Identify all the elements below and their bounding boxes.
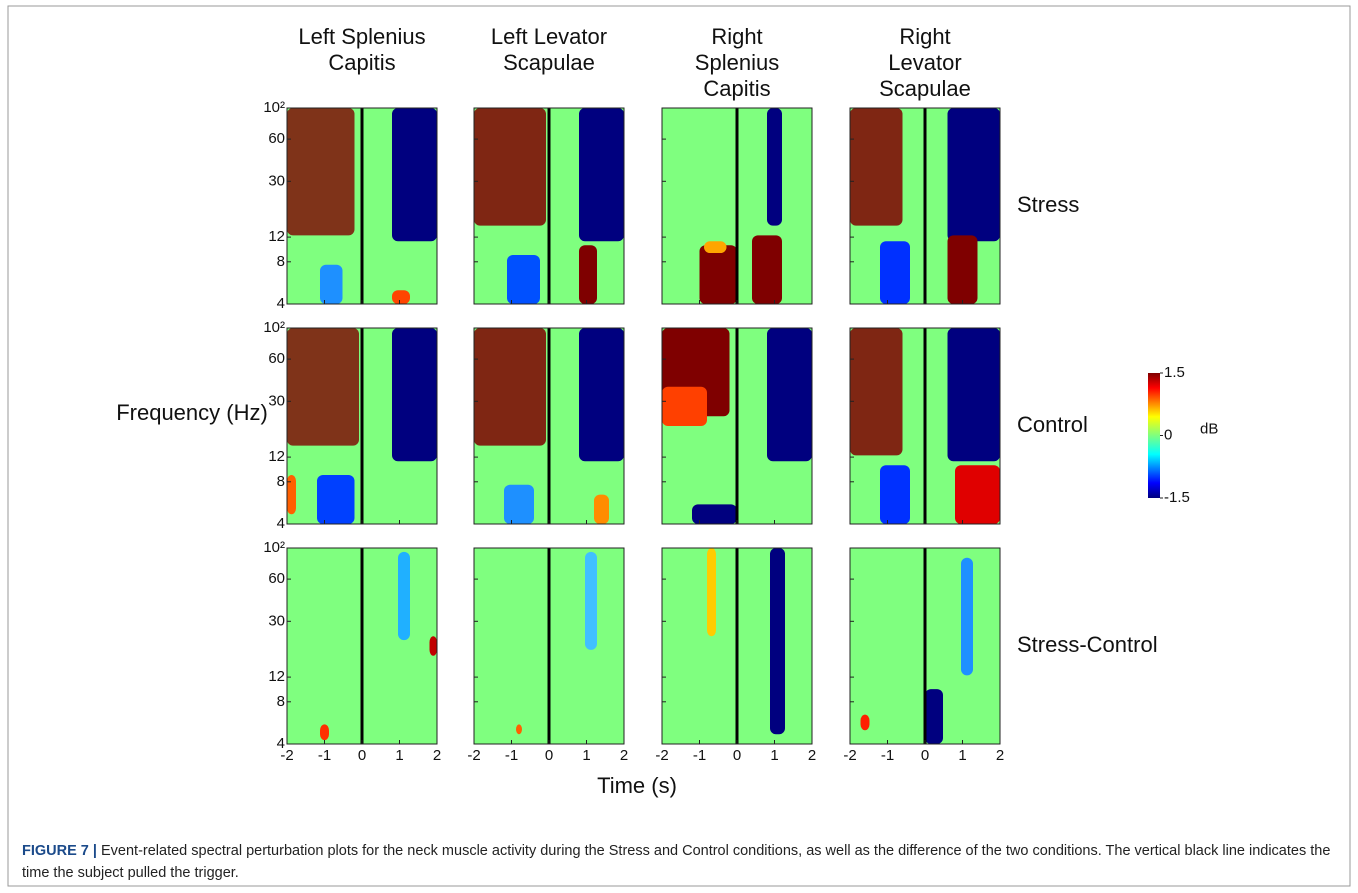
heatmap-region [707, 548, 716, 636]
x-tick-label: -1 [693, 747, 706, 764]
y-tick-label: 12 [268, 448, 285, 465]
y-tick-label: 10² [263, 319, 285, 336]
colorbar [1148, 373, 1160, 498]
column-title: Left Levator Scapulae [484, 24, 614, 76]
x-tick-label: 1 [958, 747, 966, 764]
heatmap-region [585, 552, 597, 650]
x-tick-label: 2 [620, 747, 628, 764]
y-tick-label: 30 [268, 172, 285, 189]
x-tick-label: 2 [808, 747, 816, 764]
heatmap-region [392, 328, 437, 461]
colorbar-tick-label: -1.5 [1164, 489, 1190, 506]
heatmap-region [861, 715, 870, 731]
heatmap-region [474, 108, 546, 226]
x-tick-label: 2 [996, 747, 1004, 764]
x-tick-label: 0 [733, 747, 741, 764]
row-label: Control [1017, 412, 1088, 438]
x-tick-label: 0 [545, 747, 553, 764]
y-tick-label: 10² [263, 539, 285, 556]
heatmap-region [392, 108, 437, 241]
heatmap-region [767, 328, 812, 461]
x-tick-label: 2 [433, 747, 441, 764]
heatmap-region [516, 724, 522, 734]
column-title: Right Splenius Capitis [672, 24, 802, 102]
heatmap-region [704, 241, 727, 253]
heatmap-region [579, 108, 624, 241]
y-axis-label: Frequency (Hz) [112, 400, 272, 426]
heatmap-region [579, 245, 597, 304]
row-label: Stress-Control [1017, 632, 1158, 658]
heatmap-region [507, 255, 540, 304]
heatmap-region [392, 290, 410, 304]
x-tick-label: -1 [505, 747, 518, 764]
figure: 4812306010²4812306010²4812306010²-2-1012… [0, 0, 1358, 893]
heatmap-region [398, 552, 410, 640]
x-axis-label: Time (s) [597, 773, 677, 798]
column-title: Left Splenius Capitis [297, 24, 427, 76]
heatmap-region [474, 328, 546, 446]
x-tick-label: 0 [358, 747, 366, 764]
heatmap-region [579, 328, 624, 461]
chart: 4812306010²4812306010²4812306010²-2-1012… [0, 0, 1358, 893]
heatmap-region [430, 636, 438, 656]
heatmap-region [770, 548, 785, 734]
heatmap-region [320, 265, 343, 304]
colorbar-label: dB [1200, 420, 1218, 437]
y-tick-label: 12 [268, 228, 285, 245]
caption: FIGURE 7 | Event-related spectral pertur… [22, 840, 1332, 884]
y-tick-label: 60 [268, 350, 285, 367]
column-title: Right Levator Scapulae [860, 24, 990, 102]
x-tick-label: 0 [921, 747, 929, 764]
y-tick-label: 12 [268, 668, 285, 685]
y-tick-label: 4 [277, 515, 285, 532]
y-tick-label: 60 [268, 570, 285, 587]
y-tick-label: 4 [277, 295, 285, 312]
colorbar-tick-label: 0 [1164, 426, 1172, 443]
heatmap-region [961, 558, 973, 676]
heatmap-region [504, 485, 534, 524]
heatmap-region [287, 108, 355, 235]
heatmap-region [925, 689, 943, 744]
heatmap-region [948, 108, 1001, 241]
heatmap-region [955, 465, 1000, 524]
y-tick-label: 8 [277, 693, 285, 710]
heatmap-region [880, 241, 910, 304]
y-tick-label: 10² [263, 99, 285, 116]
x-tick-label: -2 [655, 747, 668, 764]
y-tick-label: 30 [268, 612, 285, 629]
heatmap-region [594, 495, 609, 524]
x-tick-label: -2 [467, 747, 480, 764]
heatmap-region [692, 504, 737, 524]
y-tick-label: 8 [277, 473, 285, 490]
heatmap-region [948, 328, 1001, 461]
heatmap-region [850, 328, 903, 455]
heatmap-region [287, 328, 359, 446]
x-tick-label: 1 [770, 747, 778, 764]
heatmap-region [880, 465, 910, 524]
heatmap-region [287, 475, 296, 514]
x-tick-label: 1 [582, 747, 590, 764]
x-tick-label: 1 [395, 747, 403, 764]
row-label: Stress [1017, 192, 1079, 218]
x-tick-label: -2 [280, 747, 293, 764]
x-tick-label: -1 [318, 747, 331, 764]
heatmap-region [948, 235, 978, 304]
heatmap-region [850, 108, 903, 226]
x-tick-label: -2 [843, 747, 856, 764]
y-tick-label: 8 [277, 253, 285, 270]
heatmap-region [320, 724, 329, 740]
y-tick-label: 60 [268, 130, 285, 147]
x-tick-label: -1 [881, 747, 894, 764]
heatmap-region [700, 245, 738, 304]
heatmap-region [662, 387, 707, 426]
caption-text: Event-related spectral perturbation plot… [22, 843, 1330, 881]
colorbar-tick-label: 1.5 [1164, 364, 1185, 381]
heatmap-region [767, 108, 782, 226]
heatmap-region [317, 475, 355, 524]
heatmap-region [752, 235, 782, 304]
caption-label: FIGURE 7 | [22, 843, 97, 859]
